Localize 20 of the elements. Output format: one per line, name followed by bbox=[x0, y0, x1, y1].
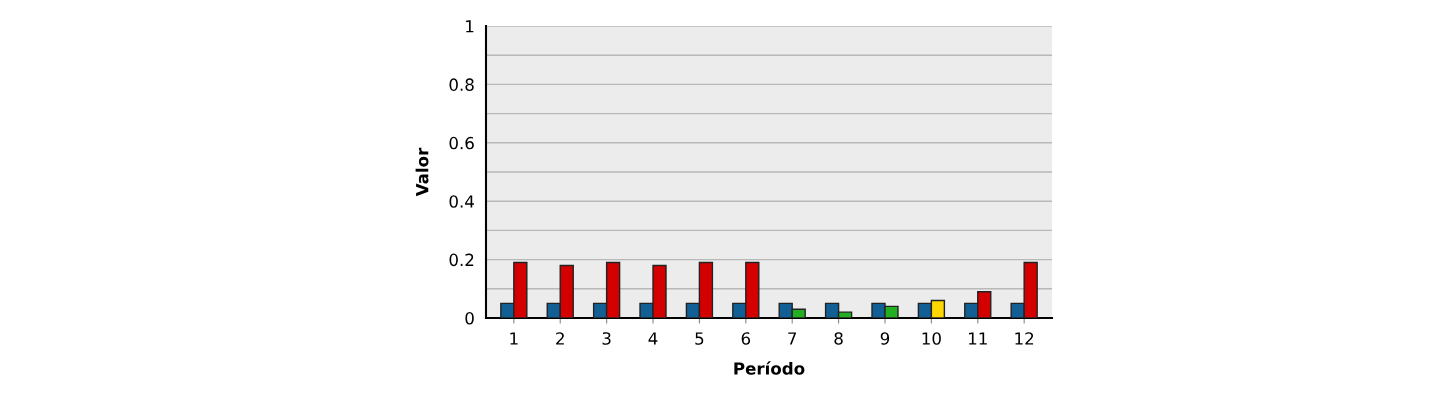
y-tick-label: 0.8 bbox=[449, 78, 474, 91]
x-tick-label: 3 bbox=[602, 332, 611, 345]
x-tick-label: 5 bbox=[695, 332, 704, 345]
x-tick-label: 6 bbox=[741, 332, 751, 345]
x-tick-label: 11 bbox=[969, 332, 987, 345]
x-axis-title: Período bbox=[734, 361, 805, 375]
y-axis-title: Valor bbox=[415, 147, 429, 197]
x-tick-label: 4 bbox=[648, 332, 658, 345]
y-tick-label: 1 bbox=[466, 20, 474, 33]
y-tick-label: 0.4 bbox=[449, 195, 474, 208]
x-tick-label: 9 bbox=[880, 332, 890, 345]
x-tick-label: 7 bbox=[788, 332, 797, 345]
y-tick-label: 0 bbox=[465, 311, 474, 325]
x-tick-label: 8 bbox=[834, 332, 843, 345]
x-tick-label: 10 bbox=[922, 332, 941, 345]
y-tick-label: 0.2 bbox=[449, 253, 474, 267]
x-tick-label: 2 bbox=[556, 332, 564, 345]
y-tick-label: 0.6 bbox=[449, 136, 474, 150]
x-tick-label: 1 bbox=[510, 332, 518, 345]
x-tick-label: 12 bbox=[1015, 332, 1034, 345]
